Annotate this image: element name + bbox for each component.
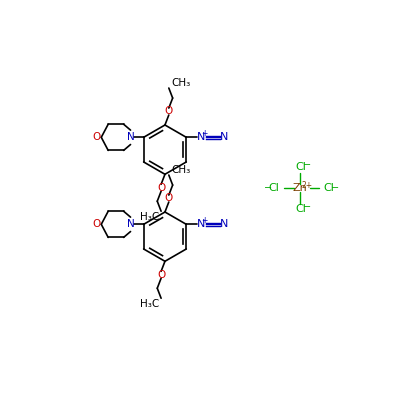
Text: 2+: 2+ — [302, 181, 313, 190]
Text: −: − — [303, 202, 312, 212]
Text: +: + — [201, 216, 207, 225]
Text: Cl: Cl — [324, 183, 334, 193]
Text: Zn: Zn — [292, 183, 307, 193]
Text: O: O — [157, 183, 165, 193]
Text: Cl: Cl — [295, 204, 306, 214]
Text: O: O — [165, 193, 173, 203]
Text: O: O — [92, 219, 101, 229]
Text: N: N — [127, 132, 134, 142]
Text: N: N — [127, 219, 134, 229]
Text: Cl: Cl — [268, 183, 279, 193]
Text: CH₃: CH₃ — [171, 78, 190, 88]
Text: O: O — [157, 270, 165, 280]
Text: −: − — [330, 183, 339, 193]
Text: −: − — [264, 183, 272, 193]
Text: H₃C: H₃C — [140, 212, 159, 222]
Text: N: N — [220, 219, 228, 229]
Text: O: O — [92, 132, 101, 142]
Text: +: + — [201, 129, 207, 138]
Text: H₃C: H₃C — [140, 299, 159, 309]
Text: CH₃: CH₃ — [171, 165, 190, 175]
Text: O: O — [165, 106, 173, 116]
Text: −: − — [303, 160, 312, 170]
Text: N: N — [197, 219, 205, 229]
Text: N: N — [197, 132, 205, 142]
Text: Cl: Cl — [295, 162, 306, 172]
Text: N: N — [220, 132, 228, 142]
